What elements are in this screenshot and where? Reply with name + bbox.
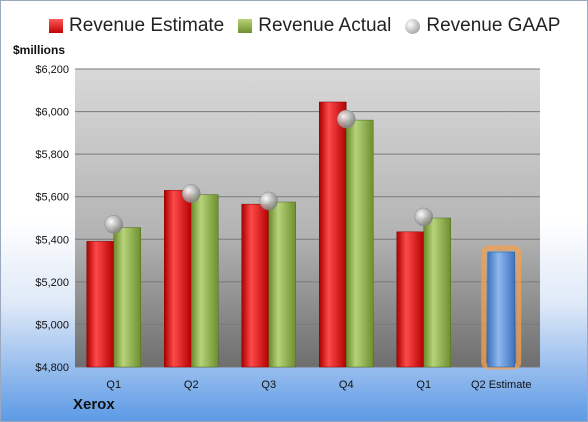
marker-revenue-gaap — [182, 184, 201, 203]
bar-revenue-actual — [191, 194, 219, 368]
x-tick-label: Q2 — [184, 379, 199, 391]
bar-revenue-actual — [346, 119, 374, 368]
chart-legend: Revenue Estimate Revenue Actual Revenue … — [49, 15, 560, 37]
x-tick-label: Q3 — [261, 379, 276, 391]
legend-swatch-estimate — [49, 19, 63, 33]
bar-revenue-estimate — [241, 203, 269, 368]
marker-revenue-gaap — [104, 215, 123, 234]
legend-swatch-gaap — [405, 18, 421, 34]
marker-revenue-gaap — [259, 191, 278, 211]
bar-revenue-actual — [113, 227, 141, 368]
legend-swatch-actual — [238, 19, 253, 33]
marker-revenue-gaap — [414, 207, 433, 227]
x-tick-label: Q2 Estimate — [471, 379, 532, 391]
legend-label-estimate: Revenue Estimate — [69, 15, 225, 36]
x-tick-label: Q1 — [416, 379, 431, 391]
bar-revenue-estimate — [164, 190, 192, 368]
y-axis-unit-label: $millions — [13, 43, 66, 57]
marker-revenue-gaap — [337, 109, 356, 129]
y-tick-label: $5,200 — [35, 277, 69, 289]
bar-revenue-actual — [268, 201, 296, 368]
x-tick-label: Q4 — [339, 379, 354, 391]
bar-revenue-estimate — [396, 231, 424, 368]
y-tick-label: $5,400 — [35, 234, 69, 246]
bar-revenue-estimate — [319, 101, 347, 368]
legend-item-actual: Revenue Actual — [238, 15, 391, 37]
plot-area — [75, 69, 540, 367]
company-name: Xerox — [73, 396, 115, 413]
y-tick-label: $6,200 — [35, 64, 69, 76]
y-tick-label: $4,800 — [35, 362, 69, 374]
y-tick-label: $6,000 — [35, 107, 69, 119]
x-tick-label: Q1 — [106, 379, 121, 391]
y-tick-label: $5,600 — [35, 192, 69, 204]
legend-item-gaap: Revenue GAAP — [405, 15, 560, 37]
y-tick-label: $5,800 — [35, 149, 69, 161]
legend-item-estimate: Revenue Estimate — [49, 15, 224, 37]
bar-revenue-estimate-future — [487, 251, 515, 368]
legend-label-gaap: Revenue GAAP — [426, 15, 561, 36]
bar-revenue-estimate — [86, 241, 114, 368]
y-tick-label: $5,000 — [35, 319, 69, 331]
bar-revenue-actual — [423, 217, 451, 368]
legend-label-actual: Revenue Actual — [258, 15, 392, 36]
